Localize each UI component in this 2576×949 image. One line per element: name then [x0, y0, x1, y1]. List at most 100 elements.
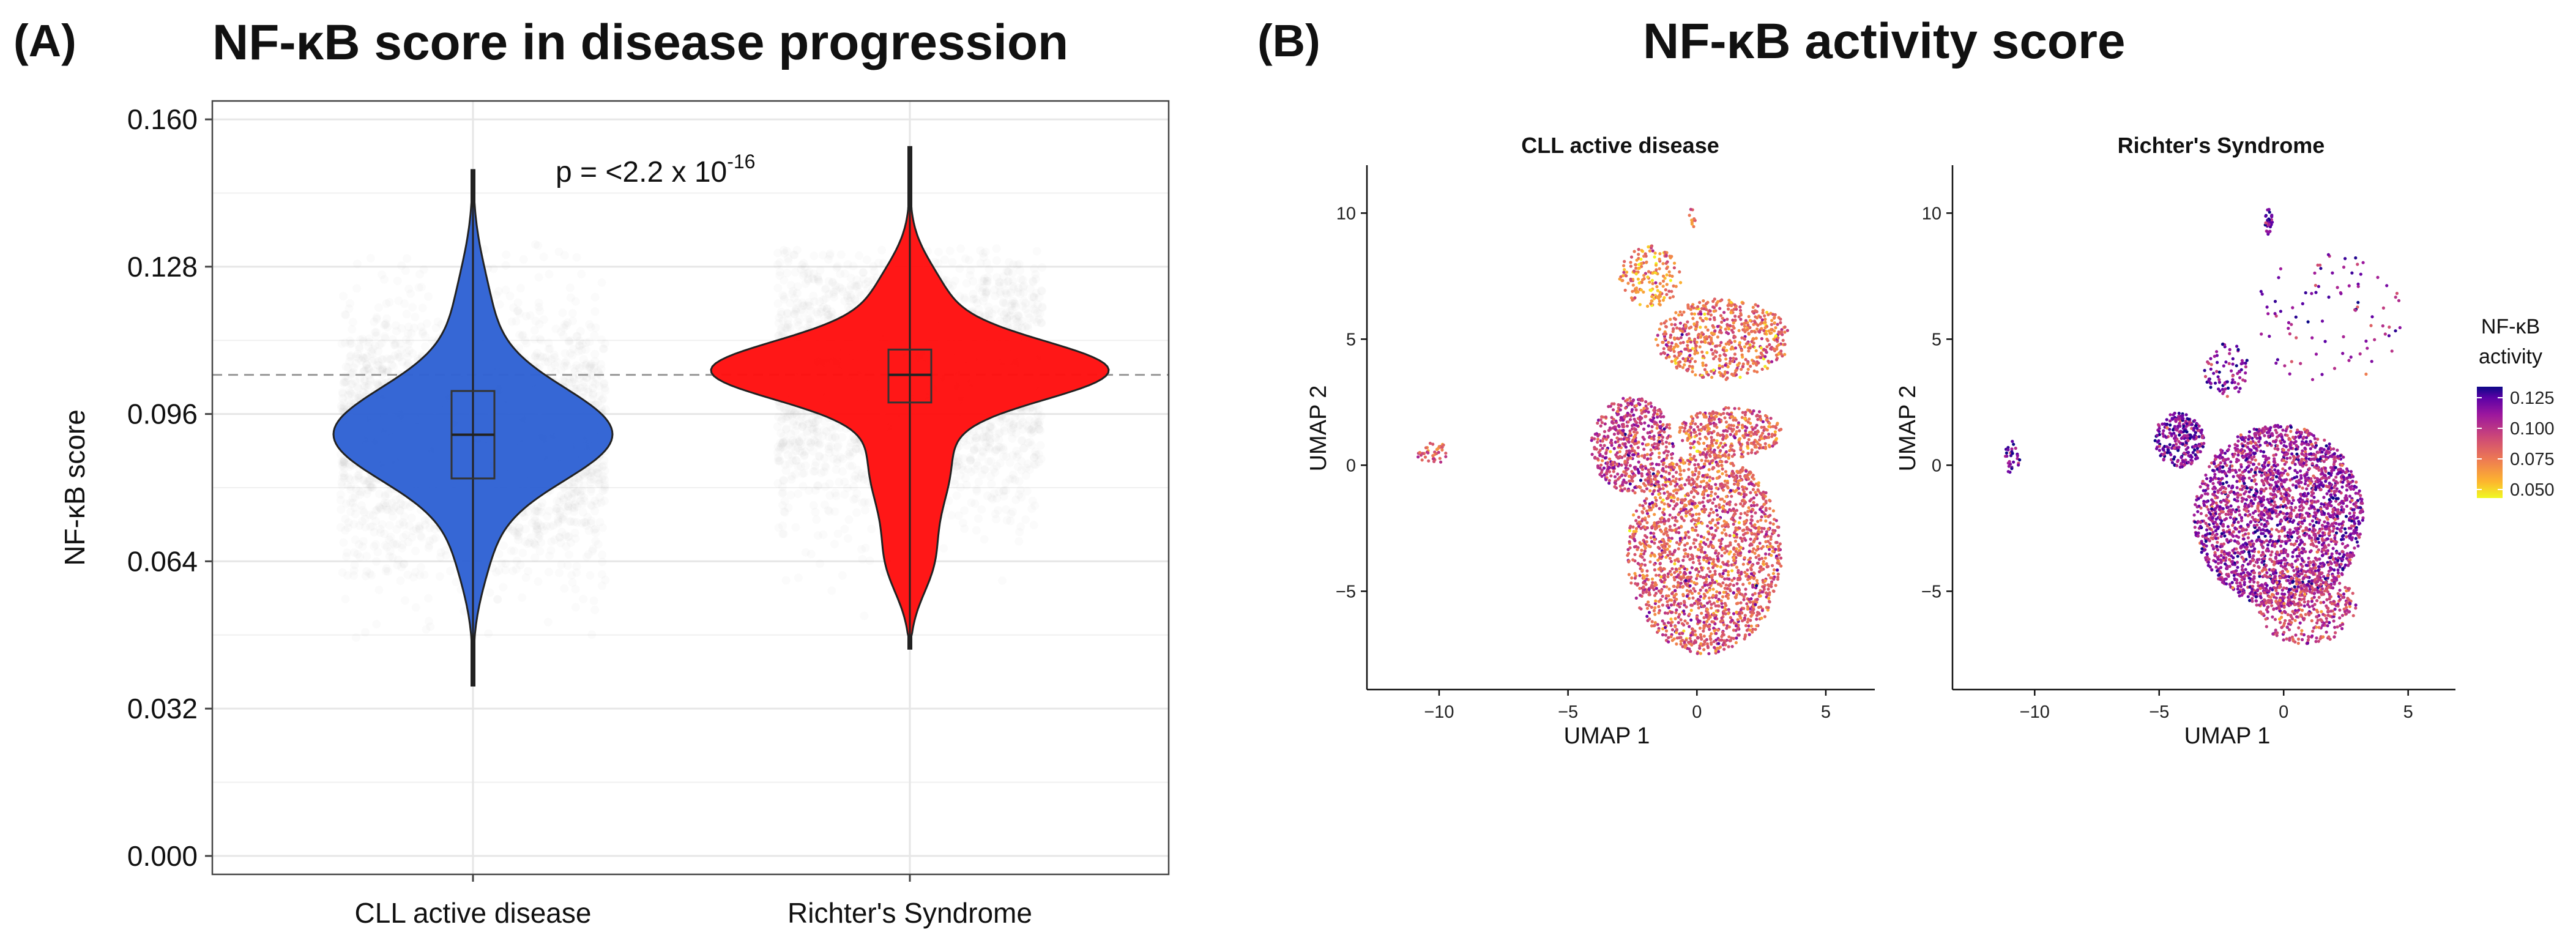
- jitter-point: [778, 439, 787, 448]
- jitter-point: [569, 344, 578, 354]
- jitter-point: [557, 327, 566, 337]
- jitter-point: [545, 344, 554, 353]
- jitter-point: [590, 362, 599, 371]
- jitter-point: [834, 441, 843, 450]
- jitter-point: [564, 491, 573, 500]
- jitter-point: [836, 423, 845, 432]
- jitter-point: [1035, 425, 1044, 434]
- jitter-point: [395, 519, 404, 529]
- jitter-point: [944, 496, 953, 505]
- jitter-point: [382, 299, 391, 308]
- jitter-point: [779, 437, 788, 447]
- jitter-point: [783, 309, 792, 318]
- jitter-point: [950, 476, 959, 485]
- jitter-point: [961, 254, 970, 263]
- jitter-point: [493, 595, 502, 604]
- jitter-point: [341, 310, 350, 319]
- jitter-point: [974, 305, 983, 314]
- jitter-point: [383, 322, 392, 332]
- jitter-point: [421, 342, 430, 351]
- jitter-point: [524, 567, 533, 576]
- jitter-point: [542, 521, 551, 530]
- jitter-point: [844, 303, 853, 311]
- jitter-point: [1024, 425, 1033, 433]
- jitter-point: [338, 461, 347, 471]
- jitter-point: [507, 546, 516, 556]
- jitter-point: [387, 360, 396, 370]
- jitter-point: [485, 588, 494, 597]
- jitter-point: [991, 433, 1000, 442]
- jitter-point: [824, 310, 833, 319]
- jitter-point: [800, 452, 809, 460]
- jitter-point: [404, 322, 413, 332]
- jitter-point: [362, 352, 371, 361]
- jitter-point: [783, 412, 792, 422]
- jitter-point: [550, 360, 559, 370]
- jitter-point: [786, 299, 795, 308]
- jitter-point: [778, 291, 787, 300]
- jitter-point: [510, 546, 519, 556]
- jitter-point: [598, 344, 608, 353]
- jitter-point: [846, 452, 855, 461]
- jitter-point: [497, 559, 506, 568]
- jitter-point: [340, 404, 348, 414]
- jitter-point: [976, 246, 985, 255]
- jitter-point: [348, 318, 357, 327]
- jitter-point: [956, 471, 965, 480]
- jitter-point: [588, 384, 597, 393]
- jitter-point: [1009, 260, 1018, 269]
- jitter-point: [799, 269, 808, 278]
- jitter-point: [407, 329, 416, 338]
- jitter-point: [981, 442, 991, 452]
- jitter-point: [360, 628, 370, 637]
- jitter-point: [801, 279, 810, 288]
- jitter-point: [800, 301, 809, 310]
- jitter-point: [426, 622, 435, 631]
- jitter-point: [1009, 315, 1018, 324]
- jitter-point: [570, 504, 579, 513]
- jitter-point: [980, 274, 989, 283]
- jitter-point: [600, 456, 609, 465]
- jitter-point: [805, 267, 814, 277]
- jitter-point: [981, 288, 991, 297]
- jitter-point: [818, 431, 827, 441]
- jitter-point: [1008, 281, 1018, 291]
- jitter-point: [599, 379, 608, 389]
- jitter-point: [981, 289, 991, 299]
- jitter-point: [586, 322, 595, 332]
- jitter-point: [510, 528, 519, 537]
- jitter-point: [997, 307, 1006, 316]
- jitter-point: [392, 502, 401, 511]
- jitter-point: [790, 250, 799, 259]
- jitter-point: [590, 525, 599, 534]
- jitter-point: [992, 515, 1000, 524]
- jitter-point: [950, 480, 959, 489]
- jitter-point: [787, 451, 797, 460]
- jitter-point: [401, 501, 410, 510]
- jitter-point: [851, 281, 859, 291]
- jitter-point: [854, 444, 863, 453]
- jitter-point: [814, 441, 824, 450]
- jitter-point: [825, 507, 834, 516]
- jitter-point: [573, 332, 582, 341]
- jitter-point: [996, 289, 1005, 299]
- jitter-point: [547, 537, 556, 546]
- jitter-point: [1029, 403, 1038, 412]
- jitter-point: [1030, 460, 1038, 469]
- jitter-point: [1005, 458, 1014, 467]
- jitter-point: [338, 388, 347, 397]
- jitter-point: [584, 387, 593, 396]
- jitter-point: [546, 355, 556, 364]
- jitter-point: [567, 478, 576, 487]
- jitter-point: [384, 505, 393, 515]
- jitter-point: [560, 502, 569, 512]
- jitter-point: [786, 409, 794, 419]
- jitter-point: [999, 310, 1008, 319]
- jitter-point: [564, 379, 573, 388]
- jitter-point: [398, 518, 408, 527]
- jitter-point: [852, 281, 861, 290]
- jitter-point: [773, 479, 783, 488]
- jitter-point: [598, 472, 608, 481]
- jitter-point: [798, 482, 808, 491]
- jitter-point: [420, 520, 430, 529]
